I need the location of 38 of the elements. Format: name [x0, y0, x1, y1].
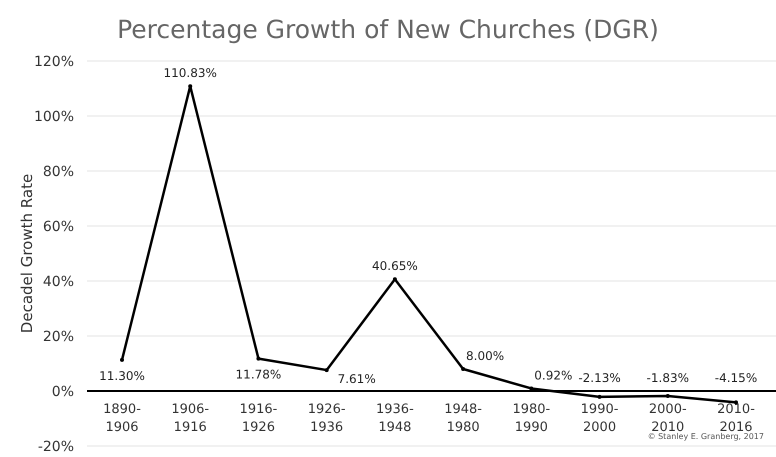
- data-label: 11.78%: [236, 368, 282, 382]
- data-label: 40.65%: [372, 259, 418, 274]
- data-label: 7.61%: [338, 372, 376, 386]
- x-tick-label: 1906-1916: [171, 402, 210, 435]
- data-label: 110.83%: [164, 66, 217, 80]
- data-label: 8.00%: [466, 349, 504, 363]
- point: [598, 394, 602, 399]
- point: [666, 394, 670, 398]
- x-tick-label: 1948-1980: [444, 402, 482, 435]
- data-label: 11.30%: [99, 368, 145, 383]
- x-tick-label: 1890-1906: [103, 402, 142, 435]
- point: [120, 358, 124, 362]
- y-axis-title: Decadel Growth Rate: [18, 174, 36, 334]
- point: [256, 356, 260, 361]
- y-tick-label: 120%: [34, 54, 74, 70]
- x-tick-label: 1916-1926: [240, 402, 278, 435]
- point: [324, 368, 329, 372]
- point: [392, 277, 397, 282]
- annotation: © Stanley E. Granberg, 2017: [648, 432, 764, 441]
- x-tick-label: 1980-1990: [512, 402, 551, 435]
- data-label: -4.15%: [714, 371, 758, 385]
- point: [461, 367, 466, 371]
- data-label: -2.13%: [578, 371, 621, 385]
- x-tick-label: 1936-1948: [376, 402, 414, 435]
- data-label: -1.83%: [646, 371, 690, 385]
- point: [188, 84, 192, 88]
- y-tick-label: 80%: [42, 164, 74, 180]
- x-tick-label: 1990-2000: [580, 402, 619, 435]
- y-tick-label: 100%: [34, 109, 74, 125]
- point: [529, 386, 534, 390]
- data-label: 0.92%: [534, 368, 572, 382]
- y-tick-label: 20%: [42, 329, 74, 345]
- y-tick-label: 0%: [52, 384, 74, 400]
- chart-title: Percentage Growth of New Churches (DGR): [117, 15, 659, 44]
- y-tick-label: 60%: [42, 219, 74, 235]
- x-tick-label: 1926-1936: [308, 402, 346, 435]
- y-tick-label: 40%: [42, 274, 74, 290]
- y-tick-label: -20%: [38, 439, 74, 455]
